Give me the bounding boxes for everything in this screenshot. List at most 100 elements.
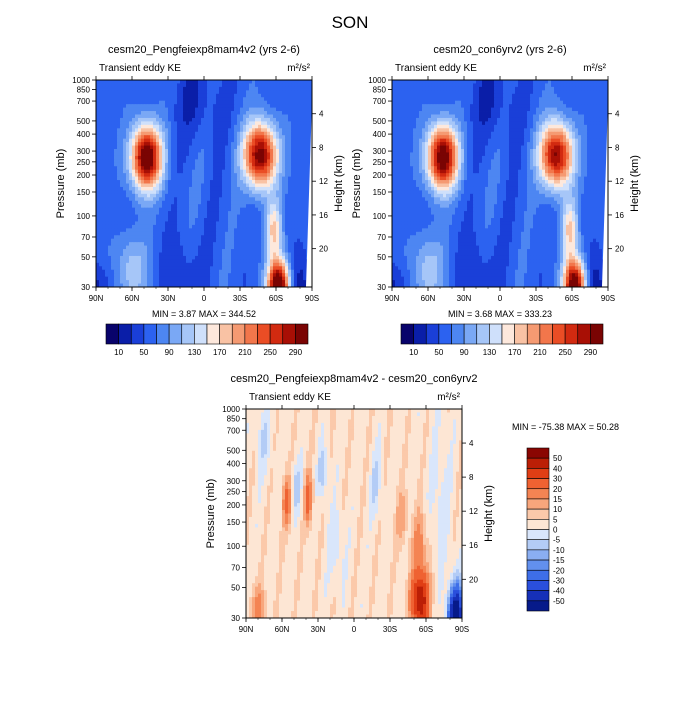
field-cell: [186, 149, 189, 153]
field-cell: [216, 201, 219, 205]
field-cell: [204, 152, 207, 156]
y-tick-label: 1000: [72, 76, 90, 85]
field-cell: [195, 104, 198, 108]
field-cell: [168, 121, 171, 125]
field-cell: [270, 128, 273, 132]
field-cell: [207, 115, 210, 119]
field-cell: [398, 87, 401, 91]
field-cell: [461, 90, 464, 94]
field-cell: [183, 184, 186, 188]
field-cell: [219, 215, 222, 219]
field-cell: [231, 187, 234, 191]
field-cell: [249, 142, 252, 146]
field-cell: [231, 232, 234, 236]
field-cell: [120, 156, 123, 160]
field-cell: [219, 166, 222, 170]
field-cell: [267, 163, 270, 167]
field-cell: [168, 218, 171, 222]
field-cell: [213, 139, 216, 143]
field-cell: [126, 139, 129, 143]
field-cell: [503, 94, 506, 98]
field-cell: [174, 273, 177, 277]
field-cell: [204, 253, 207, 257]
field-cell: [198, 211, 201, 215]
field-cell: [186, 128, 189, 132]
field-cell: [198, 277, 201, 281]
field-cell: [108, 142, 111, 146]
field-cell: [132, 266, 135, 270]
field-cell: [294, 177, 297, 181]
field-cell: [297, 277, 300, 281]
field-cell: [584, 87, 587, 91]
field-cell: [156, 146, 159, 150]
field-cell: [195, 166, 198, 170]
field-cell: [222, 225, 225, 229]
field-cell: [279, 156, 282, 160]
field-cell: [261, 190, 264, 194]
field-cell: [120, 132, 123, 136]
field-cell: [279, 266, 282, 270]
field-cell: [246, 108, 249, 112]
field-cell: [114, 87, 117, 91]
field-cell: [189, 83, 192, 87]
field-cell: [246, 139, 249, 143]
field-cell: [111, 184, 114, 188]
field-cell: [120, 121, 123, 125]
field-cell: [120, 277, 123, 281]
field-cell: [482, 104, 485, 108]
field-cell: [210, 104, 213, 108]
field-cell: [186, 111, 189, 115]
field-cell: [246, 263, 249, 267]
field-cell: [195, 97, 198, 101]
field-cell: [108, 208, 111, 212]
field-cell: [102, 256, 105, 260]
field-cell: [171, 201, 174, 205]
field-cell: [129, 273, 132, 277]
field-cell: [126, 187, 129, 191]
field-cell: [234, 215, 237, 219]
field-cell: [204, 94, 207, 98]
field-cell: [156, 204, 159, 208]
field-cell: [264, 139, 267, 143]
field-cell: [153, 242, 156, 246]
field-cell: [141, 184, 144, 188]
field-cell: [165, 139, 168, 143]
field-cell: [210, 149, 213, 153]
field-cell: [270, 94, 273, 98]
field-cell: [216, 190, 219, 194]
field-cell: [120, 239, 123, 243]
field-cell: [141, 221, 144, 225]
field-cell: [491, 94, 494, 98]
field-cell: [189, 166, 192, 170]
field-cell: [177, 270, 180, 274]
field-cell: [476, 104, 479, 108]
field-cell: [422, 80, 425, 84]
field-cell: [285, 108, 288, 112]
field-cell: [189, 163, 192, 167]
field-cell: [231, 253, 234, 257]
field-cell: [198, 121, 201, 125]
field-cell: [186, 101, 189, 105]
field-cell: [114, 232, 117, 236]
field-cell: [168, 270, 171, 274]
field-cell: [138, 139, 141, 143]
field-cell: [216, 180, 219, 184]
field-cell: [96, 211, 99, 215]
field-cell: [126, 194, 129, 198]
field-cell: [542, 97, 545, 101]
field-cell: [114, 142, 117, 146]
field-cell: [273, 170, 276, 174]
field-cell: [210, 280, 213, 284]
field-cell: [252, 90, 255, 94]
field-cell: [210, 218, 213, 222]
field-cell: [99, 115, 102, 119]
field-cell: [156, 277, 159, 281]
field-cell: [572, 94, 575, 98]
field-cell: [147, 97, 150, 101]
field-cell: [258, 259, 261, 263]
field-cell: [300, 249, 303, 253]
field-cell: [282, 270, 285, 274]
field-cell: [108, 273, 111, 277]
field-cell: [99, 132, 102, 136]
field-cell: [294, 135, 297, 139]
